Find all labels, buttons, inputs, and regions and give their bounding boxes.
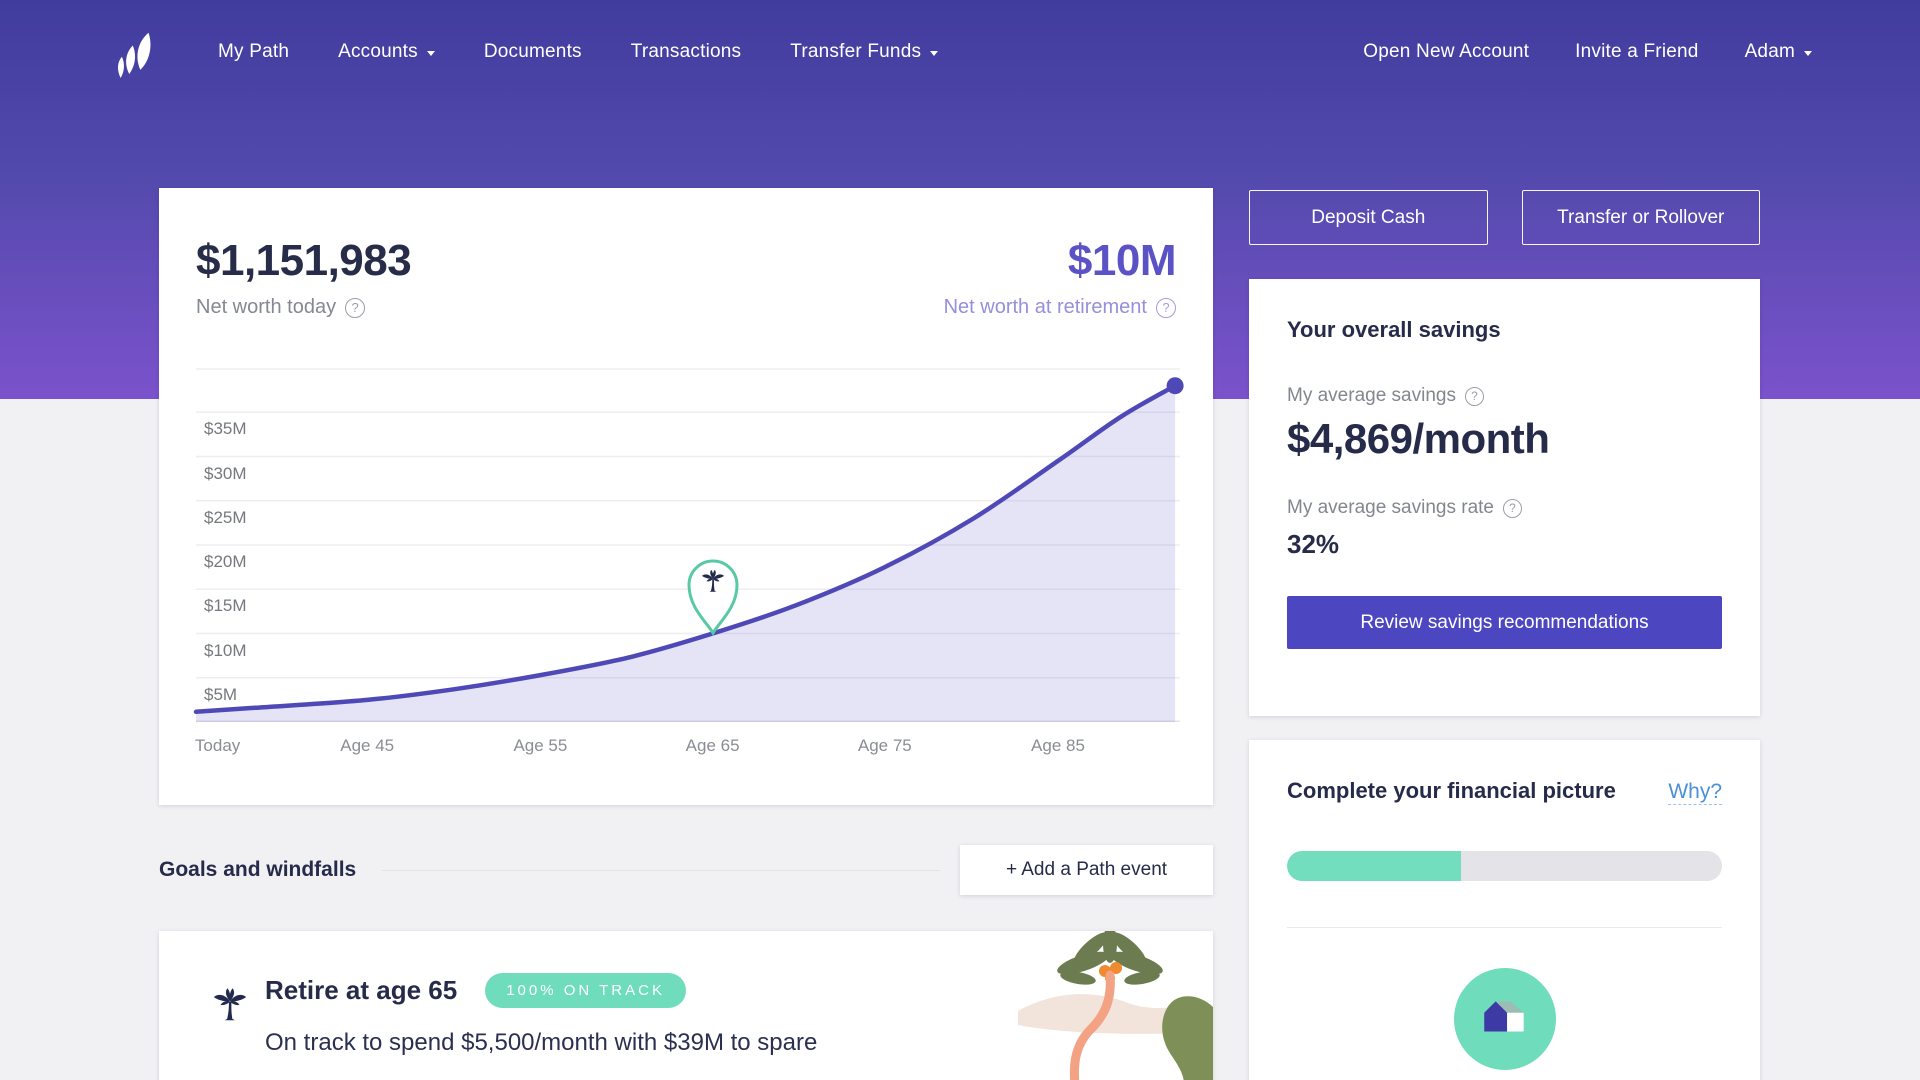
x-axis-tick-label: Age 55	[513, 736, 568, 755]
net-worth-today-label-row: Net worth today ?	[196, 296, 411, 319]
y-axis-tick-label: $10M	[204, 640, 247, 660]
retire-goal-title: Retire at age 65	[265, 975, 458, 1005]
financial-picture-header: Complete your financial picture Why?	[1287, 778, 1722, 805]
y-axis-tick-label: $25M	[204, 507, 247, 527]
nav-item-label: Invite a Friend	[1575, 41, 1699, 62]
nav-item-label: My Path	[218, 41, 290, 62]
x-axis-tick-label: Today	[194, 736, 241, 755]
financial-picture-panel: Complete your financial picture Why?	[1249, 740, 1760, 1080]
net-worth-card: $1,151,983 Net worth today ? $10M Net wo…	[159, 188, 1213, 805]
x-axis-tick-label: Age 45	[340, 736, 395, 755]
deposit-cash-button[interactable]: Deposit Cash	[1249, 190, 1488, 245]
average-savings-label: My average savings	[1287, 385, 1456, 406]
nav-item-my-path[interactable]: My Path	[218, 41, 289, 63]
nav-right-menu: Open New Account Invite a Friend Adam	[1363, 41, 1812, 63]
net-worth-retirement-value: $10M	[1067, 236, 1177, 285]
financial-picture-title: Complete your financial picture	[1287, 778, 1616, 803]
chevron-down-icon	[426, 50, 435, 56]
overall-savings-panel: Your overall savings My average savings …	[1249, 279, 1760, 716]
progress-fill	[1287, 851, 1461, 881]
y-axis-tick-label: $20M	[204, 552, 247, 571]
x-axis-tick-label: Age 75	[857, 736, 912, 755]
help-icon[interactable]: ?	[345, 297, 366, 318]
nav-item-transfer-funds[interactable]: Transfer Funds	[790, 41, 939, 63]
savings-rate-label: My average savings rate	[1287, 497, 1494, 518]
palm-tree-icon	[211, 986, 249, 1026]
nav-item-label: Accounts	[338, 41, 418, 62]
savings-panel-title: Your overall savings	[1287, 317, 1501, 342]
chevron-down-icon	[930, 50, 939, 56]
x-axis-tick-label: Age 85	[1031, 736, 1085, 755]
net-worth-today-value: $1,151,983	[196, 236, 412, 285]
hero-action-buttons: Deposit Cash Transfer or Rollover	[1249, 190, 1760, 245]
nav-item-documents[interactable]: Documents	[484, 41, 582, 63]
retire-goal-card[interactable]: Retire at age 65 100% ON TRACK On track …	[159, 931, 1213, 1080]
completion-progress-bar	[1287, 851, 1722, 881]
goals-section-header: Goals and windfalls + Add a Path event	[159, 845, 1213, 895]
net-worth-retirement-label-row: Net worth at retirement ?	[944, 296, 1176, 319]
goals-heading: Goals and windfalls	[159, 858, 357, 881]
divider	[1287, 927, 1722, 928]
on-track-status-badge: 100% ON TRACK	[485, 973, 686, 1008]
review-savings-recommendations-button[interactable]: Review savings recommendations	[1287, 596, 1722, 649]
brand-logo-icon[interactable]	[110, 26, 166, 78]
beach-illustration	[1018, 931, 1213, 1080]
net-worth-retirement-label: Net worth at retirement	[943, 296, 1147, 318]
home-category-badge[interactable]	[1453, 968, 1556, 1070]
y-axis-tick-label: $5M	[204, 684, 238, 704]
divider	[382, 869, 940, 871]
y-axis-tick-label: $15M	[204, 596, 247, 616]
add-path-event-button[interactable]: + Add a Path event	[960, 845, 1213, 895]
nav-item-label: Adam	[1744, 41, 1795, 62]
nav-item-accounts[interactable]: Accounts	[338, 41, 435, 63]
average-savings-label-row: My average savings ?	[1287, 385, 1722, 407]
nav-item-account-adam[interactable]: Adam	[1745, 41, 1812, 63]
y-axis-tick-label: $35M	[204, 419, 247, 439]
nav-item-label: Open New Account	[1363, 41, 1530, 62]
nav-item-label: Transactions	[630, 41, 742, 62]
chevron-down-icon	[1804, 50, 1812, 56]
help-icon[interactable]: ?	[1464, 386, 1484, 406]
nav-item-transactions[interactable]: Transactions	[631, 41, 741, 63]
x-axis-tick-label: Age 65	[685, 736, 740, 755]
help-icon[interactable]: ?	[1156, 297, 1176, 318]
nav-menu: My Path Accounts Documents Transactions …	[218, 41, 939, 63]
house-icon	[1483, 1001, 1524, 1032]
net-worth-stats: $1,151,983 Net worth today ? $10M Net wo…	[196, 236, 1177, 319]
net-worth-today-stat: $1,151,983 Net worth today ?	[196, 236, 412, 319]
savings-rate-label-row: My average savings rate ?	[1287, 497, 1722, 519]
nav-item-open-new-account[interactable]: Open New Account	[1363, 41, 1529, 63]
net-worth-retirement-stat: $10M Net worth at retirement ?	[944, 236, 1177, 319]
y-axis-tick-label: $30M	[204, 463, 247, 483]
net-worth-projection-chart: $35M $30M $25M $20M $15M $10M $5M Today Age 45 Ag…	[193, 368, 1184, 755]
transfer-or-rollover-button[interactable]: Transfer or Rollover	[1521, 190, 1760, 245]
savings-rate-value: 32%	[1287, 529, 1340, 559]
why-link[interactable]: Why?	[1668, 780, 1722, 805]
help-icon[interactable]: ?	[1503, 498, 1522, 518]
average-savings-value: $4,869/month	[1287, 415, 1550, 462]
nav-item-label: Transfer Funds	[790, 41, 922, 62]
retirement-marker-pin[interactable]	[682, 554, 744, 636]
retire-goal-title-row: Retire at age 65 100% ON TRACK	[265, 973, 686, 1008]
nav-item-label: Documents	[483, 41, 582, 62]
top-nav: My Path Accounts Documents Transactions …	[0, 0, 1920, 104]
net-worth-today-label: Net worth today	[196, 296, 337, 318]
retire-goal-description: On track to spend $5,500/month with $39M…	[265, 1029, 818, 1056]
nav-item-invite-a-friend[interactable]: Invite a Friend	[1575, 41, 1698, 63]
chart-canvas	[193, 368, 1184, 722]
